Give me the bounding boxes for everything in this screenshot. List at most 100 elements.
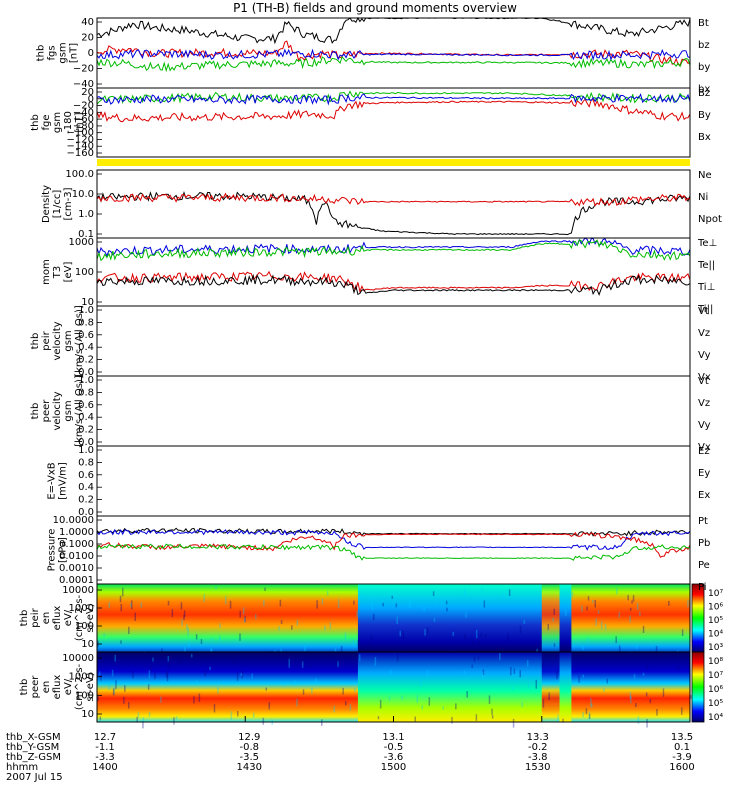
peer_en-texture bbox=[542, 699, 545, 708]
peer_en-texture bbox=[132, 670, 134, 679]
y-axis-label: [km/s (All Qs)] bbox=[74, 375, 85, 447]
peer_en-texture bbox=[588, 711, 591, 720]
x-row-value: 12.7 bbox=[94, 732, 116, 743]
peir_en-texture bbox=[344, 632, 347, 640]
peir_en-texture bbox=[434, 597, 437, 603]
peir_en-texture bbox=[571, 591, 574, 598]
series-density-Ne bbox=[96, 192, 691, 207]
y-axis-label: en bbox=[41, 681, 52, 694]
peer_en-texture bbox=[288, 658, 291, 668]
peir_en-texture bbox=[615, 636, 617, 644]
peer_en-texture bbox=[481, 672, 484, 680]
peer_en-texture bbox=[642, 672, 645, 676]
peer_en-texture bbox=[645, 692, 648, 697]
y-tick-label: 0.8 bbox=[78, 457, 94, 468]
series-fgs-bx bbox=[96, 48, 691, 62]
series-pressure-Pb bbox=[96, 531, 691, 558]
legend-Vt: Vt bbox=[698, 306, 709, 317]
peir_en-texture bbox=[586, 606, 588, 611]
legend-Bx: Bx bbox=[698, 132, 711, 143]
y-tick-label: 1.0 bbox=[78, 375, 94, 386]
peir_en-texture bbox=[337, 599, 340, 609]
peer_en-texture bbox=[466, 691, 468, 698]
peir_en-texture bbox=[452, 631, 455, 637]
peir_en-texture bbox=[229, 600, 232, 609]
peir_en-texture bbox=[471, 640, 474, 648]
peer_en-texture bbox=[488, 695, 491, 704]
peir_vel-frame bbox=[96, 305, 691, 377]
y-tick-label: 0.2 bbox=[78, 425, 94, 436]
peir_en-texture bbox=[187, 627, 189, 637]
legend-Vt: Vt bbox=[698, 376, 709, 387]
panel-efield bbox=[96, 445, 691, 517]
x-row-value: -0.8 bbox=[239, 742, 259, 753]
peir_en-texture bbox=[122, 587, 124, 597]
peir_en-texture bbox=[399, 630, 401, 637]
peer_en-texture bbox=[160, 696, 162, 703]
colorbar-label: 10⁵ bbox=[708, 699, 723, 709]
x-row-value: 1600 bbox=[669, 762, 694, 773]
y-tick-label: 10 bbox=[81, 709, 94, 720]
peer_en-texture bbox=[379, 699, 382, 709]
peer_en-texture bbox=[419, 680, 422, 687]
x-row-value: -1.1 bbox=[95, 742, 115, 753]
y-tick-label: 0.2 bbox=[78, 495, 94, 506]
y-tick-label: −20 bbox=[73, 101, 94, 112]
x-row-value: 0.1 bbox=[674, 742, 690, 753]
peer_en-texture bbox=[98, 671, 101, 675]
peer_en-texture bbox=[333, 705, 336, 713]
peir_en-texture bbox=[402, 647, 404, 652]
peer_en-texture bbox=[167, 656, 170, 662]
y-tick-label: 0.0 bbox=[78, 367, 94, 378]
peir_en-texture bbox=[635, 644, 638, 650]
y-tick-label: 10.0 bbox=[72, 189, 94, 200]
legend-Pb: Pb bbox=[698, 538, 710, 549]
x-row-value: 1400 bbox=[92, 762, 117, 773]
x-row-label: thb_Y-GSM bbox=[6, 742, 59, 753]
peir_en-quiet-interval bbox=[357, 584, 572, 652]
peir_en-texture bbox=[639, 611, 641, 617]
legend-Ti⊥: Ti⊥ bbox=[697, 282, 715, 293]
peer_en-texture bbox=[152, 657, 154, 662]
y-axis-label: T3 bbox=[52, 266, 63, 279]
y-axis-label: [cm-3] bbox=[63, 187, 74, 220]
panel-density bbox=[96, 169, 691, 239]
peir_en-texture bbox=[278, 625, 280, 631]
y-axis-label: (cm^2-s- bbox=[74, 663, 85, 710]
peir_en-texture bbox=[108, 601, 111, 609]
peer_en-texture bbox=[475, 714, 478, 721]
peer_en-texture bbox=[148, 670, 151, 679]
peer_en-intrusion bbox=[541, 652, 560, 722]
y-axis-label: peir bbox=[41, 330, 52, 350]
peir_en-texture bbox=[519, 625, 522, 634]
x-row-value: -3.8 bbox=[528, 752, 548, 763]
peer_en-texture bbox=[136, 716, 138, 723]
y-axis-label: [nT] bbox=[74, 112, 85, 132]
legend-bx: bx bbox=[698, 84, 710, 95]
peer_en-texture bbox=[296, 698, 298, 707]
y-tick-label: 0.4 bbox=[78, 482, 94, 493]
peir_en-texture bbox=[450, 645, 453, 652]
peer_en-texture bbox=[521, 702, 523, 708]
y-axis-label: Density bbox=[41, 185, 52, 223]
peir_en-texture bbox=[478, 640, 480, 650]
peer_en-texture bbox=[491, 715, 494, 719]
y-axis-label: [nPa] bbox=[58, 537, 69, 563]
peir_en-texture bbox=[427, 627, 429, 634]
peer_en-texture bbox=[232, 657, 234, 665]
x-row-value: 1530 bbox=[525, 762, 550, 773]
legend-By: By bbox=[698, 110, 711, 121]
peir_en-texture bbox=[371, 602, 374, 611]
date-label: 2007 Jul 15 bbox=[6, 772, 63, 783]
peer_en-texture bbox=[557, 714, 559, 722]
y-axis-label: thb bbox=[30, 403, 41, 420]
colorbar-label: 10⁴ bbox=[708, 713, 723, 723]
peer_en-texture bbox=[204, 669, 207, 677]
peir_en-texture bbox=[553, 643, 556, 647]
y-tick-label: 0 bbox=[88, 48, 94, 59]
peer_en-texture bbox=[428, 697, 431, 706]
peer_en-texture bbox=[150, 664, 152, 671]
y-axis-label: [nT] bbox=[69, 43, 80, 63]
x-row-value: -3.5 bbox=[239, 752, 259, 763]
peer_en-texture bbox=[123, 696, 125, 704]
